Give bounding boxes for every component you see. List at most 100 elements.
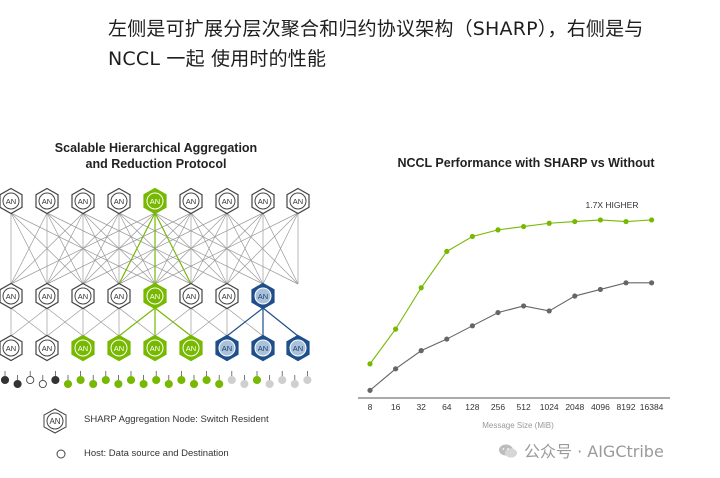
host-dot [139, 379, 148, 389]
link-middle-bottom [82, 307, 120, 337]
host-dot [63, 379, 73, 389]
link-top-middle [226, 212, 264, 285]
sharp-series-point [418, 285, 424, 291]
sharp-series-point [495, 227, 501, 233]
sharp-series-point [393, 326, 399, 332]
an-node-label: AN [186, 292, 196, 301]
an-node: AN [35, 334, 59, 362]
an-node: AN [215, 334, 239, 362]
an-node-circle [146, 339, 164, 357]
legend-an-label: AN [49, 417, 60, 426]
x-tick-label: 128 [465, 402, 479, 412]
legend-host-icon [56, 449, 66, 459]
an-node-label: AN [78, 292, 88, 301]
host-dot [114, 379, 123, 389]
an-node-label: AN [114, 344, 124, 353]
an-node: AN [179, 282, 203, 310]
legend-host-text: Host: Data source and Destination [84, 448, 229, 459]
an-node-circle [289, 192, 307, 210]
an-node: AN [251, 282, 275, 310]
link-middle-bottom [154, 307, 192, 337]
an-node-label: AN [78, 197, 88, 206]
link-middle-bottom [262, 307, 299, 337]
an-node-label: AN [258, 197, 268, 206]
x-tick-label: 32 [416, 402, 426, 412]
an-node-circle [254, 192, 272, 210]
link-top-middle [46, 212, 84, 285]
an-node-label: AN [150, 197, 160, 206]
an-node-circle [182, 192, 200, 210]
host-dot [215, 379, 224, 389]
chart-title: NCCL Performance with SHARP vs Without [397, 156, 655, 170]
an-node-circle [146, 287, 164, 305]
host-dot [164, 379, 173, 389]
link-middle-bottom [118, 307, 156, 337]
an-node-label: AN [6, 292, 16, 301]
sharp-series-point [623, 218, 629, 225]
an-node-label: AN [186, 344, 196, 353]
sharp-series-point [521, 223, 527, 230]
an-node: AN [286, 187, 310, 215]
sharp-series-point [469, 233, 475, 240]
link-top-middle [154, 212, 192, 285]
heading-line-1: 左侧是可扩展分层次聚合和归约协议架构（SHARP），右侧是与 [108, 18, 644, 40]
without-sharp-series-point [495, 309, 501, 316]
without-sharp-series-line [369, 282, 652, 391]
heading-line-2: NCCL 一起 使用时的性能 [108, 48, 327, 70]
sharp-series-point [367, 361, 373, 367]
an-node: AN [286, 334, 310, 362]
an-node: AN [215, 282, 239, 310]
x-tick-label: 8192 [617, 402, 636, 412]
diagram-links [10, 212, 299, 337]
link-top-middle [118, 212, 264, 285]
without-sharp-series-point [367, 387, 373, 393]
an-node-label: AN [222, 197, 232, 206]
without-sharp-series-point [546, 308, 552, 314]
an-node: AN [143, 282, 167, 310]
link-top-middle [82, 212, 228, 285]
link-top-middle [226, 212, 299, 285]
host-dot [240, 379, 249, 389]
an-node-circle [74, 339, 92, 357]
an-node-circle [254, 287, 272, 305]
an-node: AN [71, 334, 95, 362]
without-sharp-series-point [444, 336, 450, 342]
an-node-label: AN [222, 344, 232, 353]
host-dot [252, 375, 262, 385]
chart-annotation: 1.7X HIGHER [586, 200, 639, 210]
x-tick-label: 2048 [565, 402, 584, 412]
an-node: AN [107, 187, 131, 215]
an-node-circle [182, 287, 200, 305]
link-top-middle [82, 212, 120, 285]
an-node-circle [110, 339, 128, 357]
an-node-label: AN [258, 292, 268, 301]
host-dot [13, 379, 22, 389]
an-node-label: AN [78, 344, 88, 353]
an-node: AN [179, 187, 203, 215]
host-dot [38, 379, 47, 389]
without-sharp-series-point [597, 286, 603, 293]
an-node: AN [143, 187, 167, 215]
an-node-label: AN [114, 292, 124, 301]
an-node: AN [71, 187, 95, 215]
an-node-circle [218, 339, 236, 357]
an-node-circle [218, 287, 236, 305]
an-node: AN [107, 282, 131, 310]
an-node-circle [2, 339, 20, 357]
host-dot [265, 379, 274, 389]
an-node-label: AN [150, 344, 160, 353]
x-tick-label: 256 [491, 402, 505, 412]
an-node-label: AN [293, 344, 303, 353]
x-tick-label: 64 [442, 402, 452, 412]
an-node-circle [110, 287, 128, 305]
wechat-icon [499, 444, 517, 458]
sharp-series-point [597, 217, 603, 223]
host-dot [126, 375, 136, 385]
host-dot [278, 375, 287, 385]
an-node: AN [35, 282, 59, 310]
host-dot [51, 375, 60, 385]
host-dot [227, 375, 236, 385]
an-node-circle [38, 339, 56, 357]
an-node: AN [251, 187, 275, 215]
host-dot [76, 375, 85, 385]
